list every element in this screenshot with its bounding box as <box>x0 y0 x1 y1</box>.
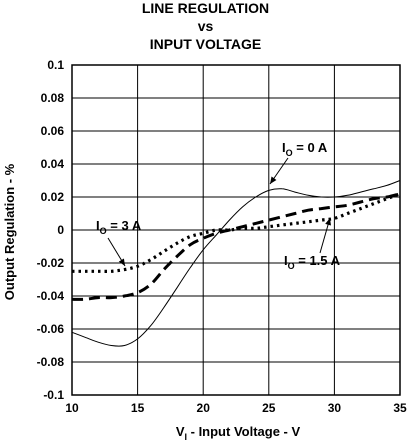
x-tick-label: 20 <box>197 401 211 415</box>
series-line-io-0a <box>71 180 401 347</box>
x-tick-label: 35 <box>393 401 407 415</box>
x-tick-label: 25 <box>262 401 276 415</box>
y-tick-label: -0.1 <box>43 388 64 402</box>
series-line-io-1-5a <box>71 192 401 301</box>
y-tick-label: -0.08 <box>37 355 65 369</box>
leader-arrow-io-3a-head <box>118 258 125 266</box>
plot-frame <box>71 64 401 396</box>
y-tick-label: 0.06 <box>41 124 65 138</box>
y-tick-label: 0.08 <box>41 91 65 105</box>
x-tick-label: 10 <box>65 401 79 415</box>
leader-arrow-io-1-5a-head <box>325 218 331 226</box>
y-tick-label: -0.06 <box>37 322 65 336</box>
x-tick-label: 30 <box>328 401 342 415</box>
y-tick-label: 0.02 <box>41 190 65 204</box>
leader-arrow-io-0a-head <box>270 176 277 184</box>
series-line-io-3a <box>71 192 401 273</box>
y-tick-label: -0.04 <box>37 289 65 303</box>
y-tick-label: -0.02 <box>37 256 65 270</box>
y-tick-label: 0.04 <box>41 157 65 171</box>
y-tick-label: 0.1 <box>47 58 64 72</box>
chart-title-line-3: INPUT VOLTAGE <box>149 36 262 52</box>
chart-title-line-2: vs <box>197 18 214 34</box>
series-label-io-0a: IO = 0 A <box>282 140 328 158</box>
y-axis-label: Output Regulation - % <box>2 163 17 300</box>
series-label-io-1-5a: IO = 1.5 A <box>284 253 341 271</box>
chart-title-line-1: LINE REGULATION <box>141 0 270 16</box>
series-label-io-3a: IO = 3 A <box>96 218 142 236</box>
x-tick-label: 15 <box>131 401 145 415</box>
y-tick-label: 0 <box>57 223 64 237</box>
x-axis-label: VI - Input Voltage - V <box>176 424 301 442</box>
